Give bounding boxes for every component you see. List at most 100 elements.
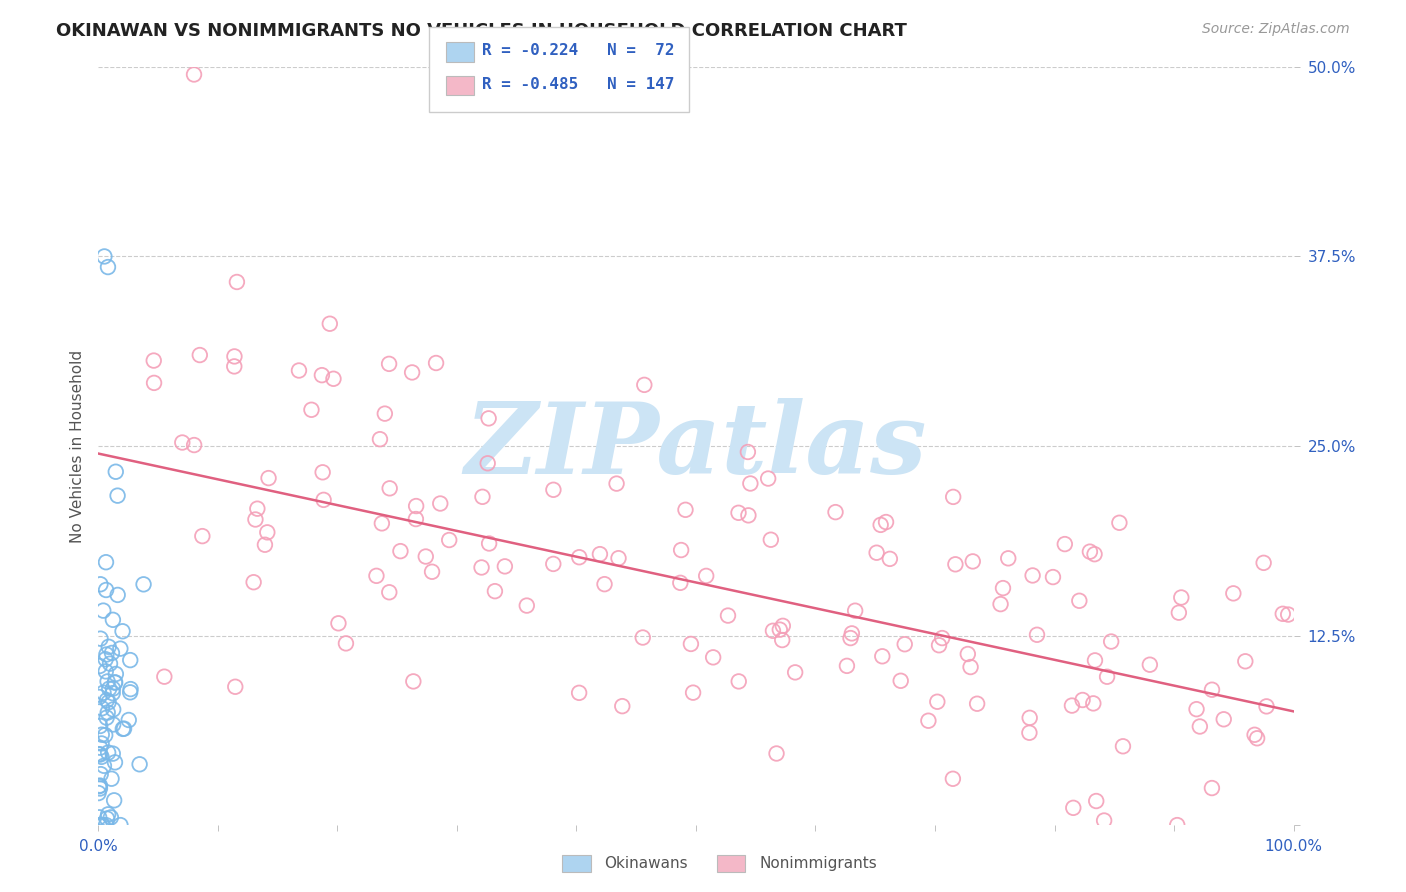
Text: ZIPatlas: ZIPatlas: [465, 398, 927, 494]
Point: [101, 686, 124, 700]
Point: [702, 650, 724, 665]
Point: [101, 717, 124, 731]
Point: [917, 714, 939, 728]
Point: [104, 667, 127, 681]
Point: [368, 432, 391, 446]
Point: [1083, 697, 1105, 711]
Point: [87, 779, 110, 793]
Point: [132, 577, 155, 591]
Point: [669, 575, 692, 590]
Point: [96, 812, 118, 826]
Point: [839, 631, 862, 645]
Point: [97, 807, 120, 822]
Point: [682, 686, 704, 700]
Point: [1185, 702, 1208, 716]
Point: [679, 637, 702, 651]
Point: [631, 631, 654, 645]
Point: [568, 686, 591, 700]
Point: [89, 747, 111, 762]
Point: [402, 674, 425, 689]
Point: [1170, 591, 1192, 605]
Point: [695, 569, 717, 583]
Point: [112, 722, 135, 736]
Point: [1060, 698, 1083, 713]
Point: [966, 697, 988, 711]
Point: [484, 584, 506, 599]
Y-axis label: No Vehicles in Household: No Vehicles in Household: [69, 350, 84, 542]
Point: [1069, 594, 1091, 608]
Point: [593, 577, 616, 591]
Point: [378, 481, 401, 495]
Point: [415, 549, 437, 564]
Point: [378, 357, 401, 371]
Point: [737, 508, 759, 523]
Point: [87, 747, 110, 761]
Point: [120, 653, 142, 667]
Point: [312, 492, 335, 507]
Point: [103, 702, 125, 716]
Point: [1042, 570, 1064, 584]
Point: [1201, 682, 1223, 697]
Point: [1188, 719, 1211, 733]
Point: [865, 546, 887, 560]
Text: Okinawans: Okinawans: [605, 856, 688, 871]
Point: [727, 506, 749, 520]
Point: [471, 490, 494, 504]
Point: [1139, 657, 1161, 672]
Text: R = -0.485   N = 147: R = -0.485 N = 147: [482, 78, 675, 92]
Point: [101, 646, 124, 660]
Point: [100, 810, 122, 824]
Point: [101, 613, 124, 627]
Point: [962, 554, 984, 568]
Point: [226, 275, 249, 289]
Point: [389, 544, 412, 558]
Point: [100, 772, 122, 786]
Point: [942, 772, 965, 786]
Point: [841, 626, 863, 640]
Point: [1246, 731, 1268, 746]
Point: [835, 658, 858, 673]
Point: [224, 359, 246, 374]
Point: [143, 376, 166, 390]
Point: [1071, 693, 1094, 707]
Point: [405, 499, 427, 513]
Point: [94, 665, 117, 679]
Point: [257, 471, 280, 485]
Point: [1018, 725, 1040, 739]
Point: [756, 471, 779, 485]
Point: [478, 411, 501, 425]
Point: [1167, 606, 1189, 620]
Point: [120, 685, 142, 699]
Point: [1112, 739, 1135, 754]
Point: [110, 818, 132, 832]
Point: [959, 660, 981, 674]
Point: [103, 793, 125, 807]
Point: [224, 680, 246, 694]
Point: [172, 435, 194, 450]
Point: [142, 353, 165, 368]
Point: [90, 749, 112, 764]
Point: [1083, 547, 1105, 561]
Point: [516, 599, 538, 613]
Point: [1222, 586, 1244, 600]
Point: [94, 555, 117, 569]
Point: [111, 624, 134, 639]
Point: [253, 538, 276, 552]
Point: [89, 740, 111, 755]
Point: [90, 736, 112, 750]
Point: [956, 647, 979, 661]
Point: [1234, 654, 1257, 668]
Point: [319, 317, 342, 331]
Point: [98, 657, 121, 671]
Point: [437, 533, 460, 547]
Point: [374, 407, 396, 421]
Point: [425, 356, 447, 370]
Point: [87, 786, 110, 800]
Point: [931, 631, 953, 645]
Point: [875, 515, 897, 529]
Point: [94, 652, 117, 666]
Point: [879, 552, 901, 566]
Point: [477, 456, 499, 470]
Point: [737, 445, 759, 459]
Point: [91, 818, 114, 832]
